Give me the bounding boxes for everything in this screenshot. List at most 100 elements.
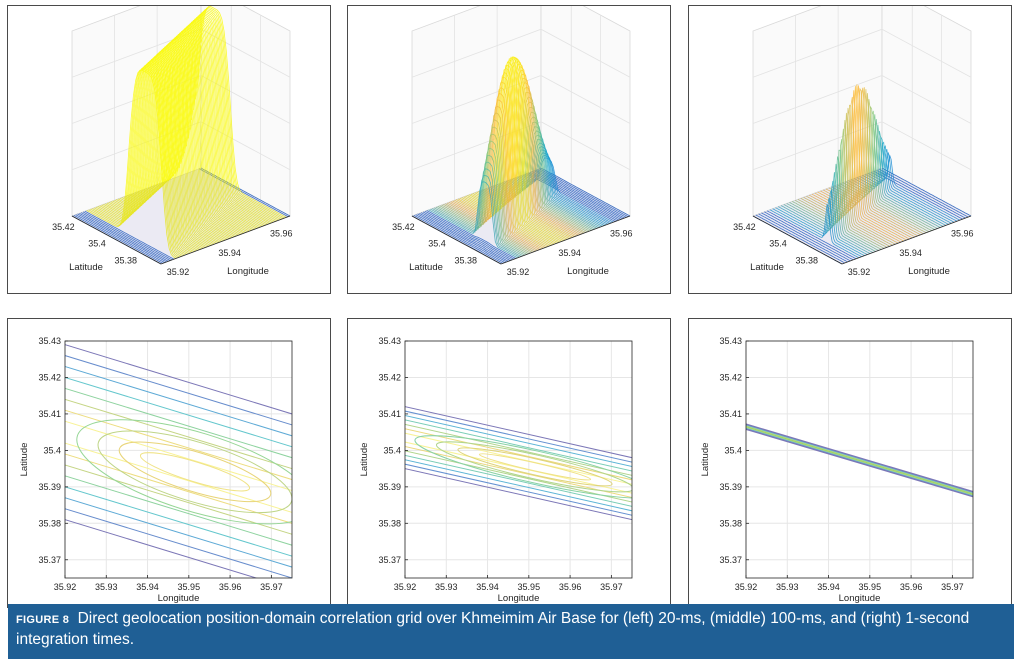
y-tick-label: 35.37 xyxy=(378,555,401,565)
contour-line xyxy=(65,420,292,492)
surface-line xyxy=(424,210,515,260)
surface-line xyxy=(77,213,167,263)
x-tick-label: 35.97 xyxy=(260,582,283,592)
surface-line xyxy=(766,210,857,260)
y-axis-label: Latitude xyxy=(700,443,711,477)
surface-plot-1s: 35.92 35.94 35.96 35.38 35.4 35.42 Longitude La… xyxy=(733,0,974,277)
surface-line xyxy=(452,92,542,250)
surface-line xyxy=(81,212,171,261)
y-axis-label: Latitude xyxy=(69,262,103,273)
contour-ring xyxy=(76,419,292,525)
surface-line xyxy=(848,119,938,229)
y-tick-label: 35.4 xyxy=(383,445,401,455)
contour-line xyxy=(65,366,292,437)
surface-line xyxy=(540,167,631,217)
surface-line xyxy=(461,68,551,246)
surface-line xyxy=(834,93,924,235)
contour-ring xyxy=(118,441,272,503)
axes-box xyxy=(404,340,633,579)
x-tick-label: 35.93 xyxy=(435,582,458,592)
contour-line xyxy=(65,475,292,546)
x-tick-label: 35.92 xyxy=(167,267,190,277)
surface-line xyxy=(97,63,187,255)
surface-line xyxy=(445,119,535,253)
x-tick-label: 35.92 xyxy=(735,582,758,592)
contour-line xyxy=(405,432,632,485)
surface-line xyxy=(187,11,278,222)
surface-line xyxy=(437,147,527,255)
surface-line xyxy=(145,35,235,237)
surface-line xyxy=(435,155,526,256)
y-tick-label: 35.42 xyxy=(719,372,742,382)
y-tick-label: 35.38 xyxy=(719,518,742,528)
contour-line xyxy=(746,428,973,498)
contour-line xyxy=(65,344,292,415)
y-axis-line xyxy=(411,215,502,265)
y-axis-label: Latitude xyxy=(409,262,443,273)
floor-plane xyxy=(412,168,630,264)
surface-line xyxy=(415,214,505,263)
surface-line xyxy=(82,211,173,261)
contour-ring xyxy=(457,447,613,487)
surface-line xyxy=(772,198,862,258)
surface-line xyxy=(84,210,175,260)
y-tick-label: 35.42 xyxy=(392,222,415,232)
surface-line xyxy=(93,65,184,257)
y-tick-label: 35.4 xyxy=(769,239,787,249)
x-tick-label: 35.94 xyxy=(899,248,922,258)
x-tick-label: 35.94 xyxy=(136,582,159,592)
surface-line xyxy=(160,27,250,232)
y-tick-label: 35.41 xyxy=(719,409,742,419)
y-tick-label: 35.4 xyxy=(43,445,61,455)
y-tick-label: 35.39 xyxy=(38,482,61,492)
x-tick-label: 35.94 xyxy=(218,248,241,258)
y-axis-label: Latitude xyxy=(750,262,784,273)
contour-lines xyxy=(746,423,973,498)
surface-panel-1s: 35.92 35.94 35.96 35.38 35.4 35.42 Longitude La… xyxy=(688,0,1012,294)
surface-line xyxy=(419,212,509,262)
x-tick-label: 35.95 xyxy=(518,582,541,592)
surface-line xyxy=(500,106,590,232)
y-tick-label: 35.42 xyxy=(733,222,756,232)
surface-line xyxy=(856,136,946,226)
surface-line xyxy=(456,82,546,248)
x-tick-label: 35.92 xyxy=(394,582,417,592)
x-tick-label: 35.96 xyxy=(610,229,633,239)
y-tick-label: 35.42 xyxy=(38,372,61,382)
surface-plot-100ms: 35.92 35.94 35.96 35.38 35.4 35.42 Longitude La… xyxy=(392,0,633,277)
surface-line xyxy=(134,42,224,242)
surface-line xyxy=(428,181,518,259)
surface-line xyxy=(769,203,859,259)
ridge-line xyxy=(746,426,973,495)
y-axis-line xyxy=(71,215,162,265)
surface-line xyxy=(112,54,202,250)
x-tick-label: 35.96 xyxy=(270,229,293,239)
x-axis-label: Longitude xyxy=(839,593,881,604)
y-tick-label: 35.38 xyxy=(454,255,477,265)
surface-line xyxy=(421,212,511,261)
surface-line xyxy=(881,167,972,217)
x-tick-label: 35.97 xyxy=(600,582,623,592)
x-tick-label: 35.92 xyxy=(507,267,530,277)
surface-line xyxy=(141,37,232,239)
contour-line xyxy=(405,419,632,472)
surface-line xyxy=(432,168,522,257)
y-tick-label: 35.4 xyxy=(428,239,446,249)
y-tick-label: 35.4 xyxy=(724,445,742,455)
surface-line xyxy=(174,18,265,226)
x-tick-label: 35.96 xyxy=(559,582,582,592)
surface-line xyxy=(808,97,899,244)
floor-plane xyxy=(753,168,971,264)
x-tick-label: 35.94 xyxy=(476,582,499,592)
contour-line xyxy=(65,453,292,524)
x-tick-label: 35.96 xyxy=(951,229,974,239)
surface-line xyxy=(417,213,507,263)
surface-line xyxy=(439,140,529,255)
surface-line xyxy=(86,69,176,259)
surface-line xyxy=(800,112,890,247)
surface-line xyxy=(778,180,868,255)
x-tick-label: 35.93 xyxy=(776,582,799,592)
surface-line xyxy=(758,213,848,263)
contour-line xyxy=(405,459,632,512)
x-tick-label: 35.96 xyxy=(219,582,242,592)
